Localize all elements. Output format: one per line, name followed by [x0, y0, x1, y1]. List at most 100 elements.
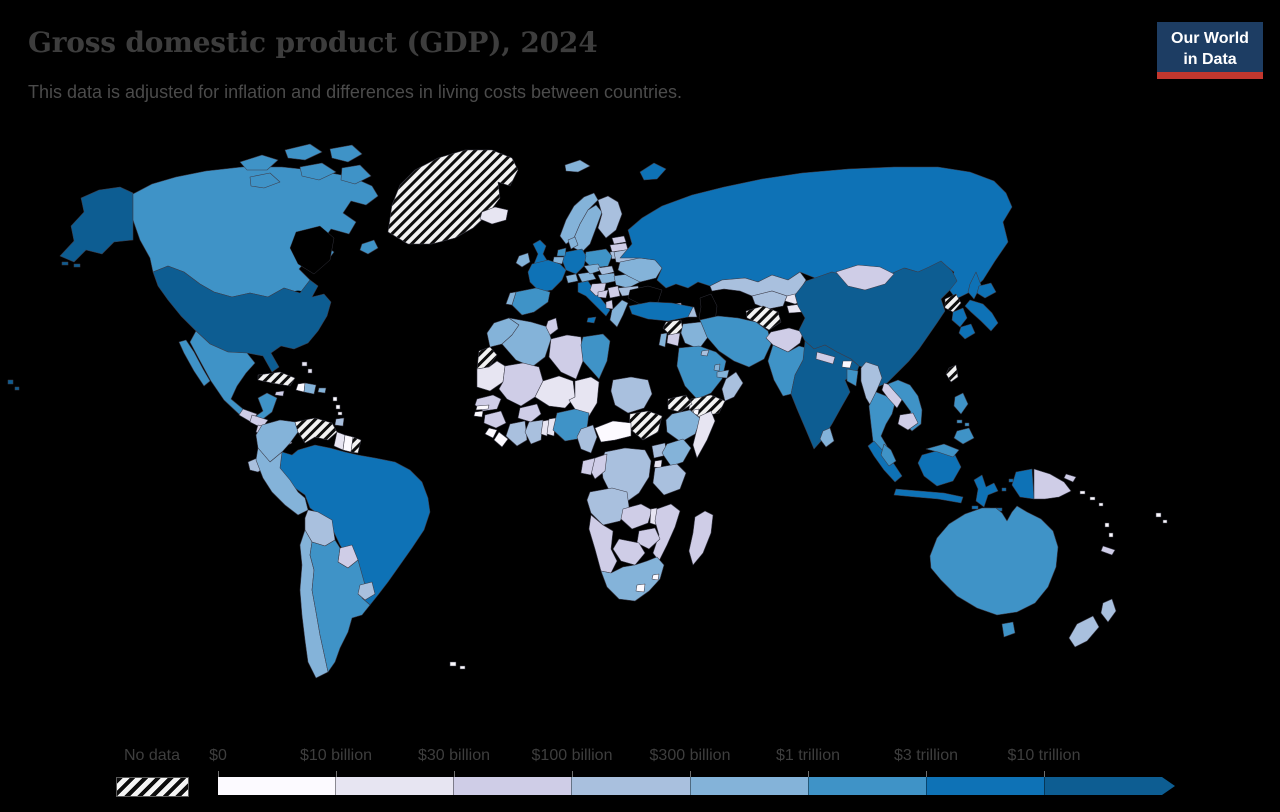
legend-bin-swatch[interactable] — [925, 777, 1044, 795]
country-guinea-bissau[interactable] — [473, 410, 484, 418]
country-philippines-luzon[interactable] — [953, 392, 969, 415]
country-ireland[interactable] — [515, 252, 531, 268]
country-australia-tasmania[interactable] — [1001, 621, 1016, 638]
country-namibia[interactable] — [588, 514, 618, 574]
country-united-states-aleutian[interactable] — [61, 261, 69, 266]
legend-bin-swatch[interactable] — [807, 777, 926, 795]
country-papua-new-guinea[interactable] — [1033, 468, 1072, 500]
country-vanuatu[interactable] — [1108, 532, 1114, 538]
legend-bin-swatch[interactable] — [218, 777, 336, 795]
country-ivory-coast[interactable] — [505, 420, 528, 447]
country-cuba[interactable] — [257, 371, 296, 387]
country-iran[interactable] — [699, 315, 772, 368]
country-indonesia-java[interactable] — [893, 488, 964, 504]
country-oman[interactable] — [721, 371, 744, 402]
country-south-africa[interactable] — [600, 556, 665, 602]
country-portugal[interactable] — [505, 291, 517, 306]
country-austria[interactable] — [577, 271, 597, 283]
country-eritrea[interactable] — [667, 394, 693, 413]
country-canada-island[interactable] — [299, 162, 337, 181]
country-zambia[interactable] — [620, 503, 653, 530]
country-somalia[interactable] — [692, 410, 716, 459]
country-italy[interactable] — [577, 280, 611, 317]
country-serbia[interactable] — [607, 285, 621, 299]
country-lesser-antilles[interactable] — [337, 411, 343, 416]
country-sierra-leone[interactable] — [484, 427, 498, 439]
country-slovakia[interactable] — [597, 265, 615, 276]
country-dominican-republic[interactable] — [303, 382, 317, 395]
country-qatar[interactable] — [713, 363, 721, 372]
country-canada-island[interactable] — [340, 164, 372, 185]
country-trinidad[interactable] — [334, 417, 345, 427]
country-angola[interactable] — [586, 487, 630, 526]
country-hungary[interactable] — [597, 272, 617, 285]
country-fiji[interactable] — [1155, 512, 1162, 518]
country-canada-island[interactable] — [329, 144, 363, 163]
country-japan-kyushu[interactable] — [958, 323, 976, 340]
country-gabon[interactable] — [580, 457, 596, 476]
country-new-zealand-south[interactable] — [1068, 615, 1100, 648]
country-spain[interactable] — [511, 287, 551, 316]
country-united-states-hawaii[interactable] — [7, 379, 14, 385]
country-australia[interactable] — [929, 505, 1059, 616]
legend-no-data-swatch[interactable] — [116, 777, 189, 797]
country-canada-island[interactable] — [239, 154, 279, 171]
country-indonesia-papua[interactable] — [1011, 468, 1035, 500]
country-estonia[interactable] — [611, 235, 627, 245]
country-nepal[interactable] — [815, 351, 836, 365]
country-japan-honshu[interactable] — [964, 299, 999, 332]
country-united-states-aleutian[interactable] — [73, 263, 81, 268]
country-italy-sicily[interactable] — [586, 316, 597, 324]
country-zimbabwe[interactable] — [636, 527, 661, 550]
country-turkey[interactable] — [628, 301, 694, 322]
country-eswatini[interactable] — [651, 573, 660, 581]
country-iceland[interactable] — [479, 206, 509, 225]
country-new-zealand-north[interactable] — [1100, 598, 1117, 623]
legend-bin-swatch[interactable] — [453, 777, 572, 795]
country-netherlands[interactable] — [556, 247, 567, 257]
country-saudi-arabia[interactable] — [676, 345, 727, 400]
country-bosnia[interactable] — [597, 289, 609, 299]
country-tanzania[interactable] — [652, 463, 687, 496]
country-egypt[interactable] — [580, 333, 611, 380]
country-libya[interactable] — [548, 334, 584, 380]
country-mongolia[interactable] — [835, 264, 895, 291]
country-solomon-islands[interactable] — [1079, 490, 1086, 495]
country-haiti[interactable] — [295, 382, 306, 393]
country-venezuela[interactable] — [294, 417, 338, 444]
country-canada-island[interactable] — [249, 172, 281, 189]
country-united-arab-emirates[interactable] — [716, 369, 730, 379]
country-falkland-islands[interactable] — [459, 665, 466, 670]
country-jamaica[interactable] — [274, 390, 285, 397]
country-brazil[interactable] — [279, 444, 431, 606]
country-fiji[interactable] — [1162, 519, 1168, 524]
country-israel[interactable] — [658, 332, 668, 348]
country-lesser-antilles[interactable] — [332, 396, 338, 402]
country-denmark[interactable] — [567, 236, 579, 250]
country-solomon-islands[interactable] — [1089, 496, 1096, 501]
country-niger[interactable] — [534, 375, 576, 409]
country-greenland[interactable] — [387, 149, 519, 245]
country-malaysia-peninsula[interactable] — [880, 443, 897, 467]
country-burkina-faso[interactable] — [517, 403, 542, 423]
country-france[interactable] — [527, 259, 567, 293]
country-belgium[interactable] — [552, 256, 565, 265]
country-russia-novaya-zemlya[interactable] — [639, 162, 667, 181]
country-greece[interactable] — [609, 299, 629, 328]
country-guinea[interactable] — [483, 410, 507, 429]
legend-bin-swatch[interactable] — [1043, 777, 1162, 795]
country-puerto-rico[interactable] — [317, 387, 327, 394]
country-svalbard[interactable] — [564, 159, 591, 173]
country-south-korea[interactable] — [951, 307, 968, 328]
country-indonesia-maluku[interactable] — [1008, 478, 1014, 483]
country-turkmenistan[interactable] — [745, 305, 782, 331]
country-central-african-republic[interactable] — [594, 420, 632, 443]
country-mozambique[interactable] — [652, 503, 681, 562]
country-ghana[interactable] — [524, 419, 544, 445]
country-switzerland[interactable] — [565, 273, 579, 284]
country-gambia[interactable] — [475, 404, 490, 411]
country-cambodia[interactable] — [897, 412, 919, 431]
country-mali[interactable] — [498, 362, 544, 407]
country-albania[interactable] — [605, 299, 614, 310]
country-bahamas[interactable] — [307, 368, 313, 374]
